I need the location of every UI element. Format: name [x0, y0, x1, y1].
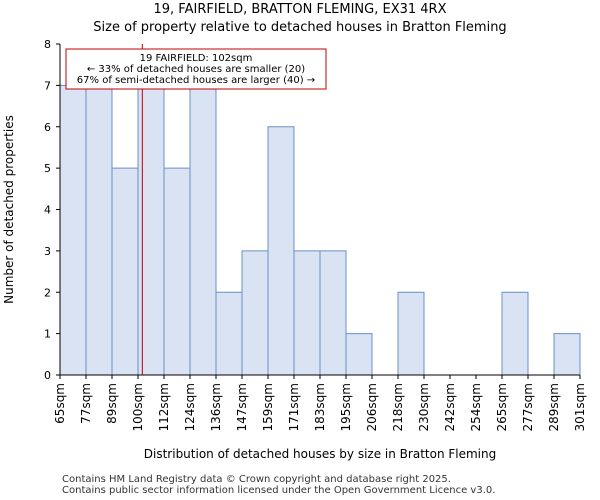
- y-tick-label: 5: [44, 162, 51, 175]
- x-tick-label: 136sqm: [209, 383, 223, 431]
- y-tick-label: 4: [44, 204, 51, 217]
- bar-124sqm: [189, 84, 217, 376]
- annotation-line-1: 19 FAIRFIELD: 102sqm: [140, 53, 253, 64]
- x-tick-label: 112sqm: [157, 383, 171, 431]
- annotation-box: 19 FAIRFIELD: 102sqm ← 33% of detached h…: [65, 48, 327, 90]
- y-tick-label: 1: [44, 328, 51, 341]
- bar-136sqm: [215, 291, 243, 376]
- bar-171sqm: [293, 250, 321, 376]
- bar-147sqm: [241, 250, 269, 376]
- bar-289sqm: [553, 333, 581, 376]
- y-tick-label: 3: [44, 245, 51, 258]
- y-tick-label: 2: [44, 286, 51, 299]
- bar-65sqm: [59, 84, 87, 376]
- bar-77sqm: [85, 84, 113, 376]
- x-tick-label: 206sqm: [365, 383, 379, 431]
- bar-159sqm: [267, 126, 295, 376]
- chart-title: 19, FAIRFIELD, BRATTON FLEMING, EX31 4RX: [153, 2, 447, 17]
- x-tick-label: 124sqm: [183, 383, 197, 431]
- bar-112sqm: [163, 167, 191, 376]
- x-tick-label: 301sqm: [573, 383, 587, 431]
- x-tick-labels: 65sqm 77sqm 89sqm 100sqm 112sqm 124sqm 136sqm 1…: [53, 375, 587, 431]
- bar-218sqm: [397, 291, 425, 376]
- x-tick-label: 183sqm: [313, 383, 327, 431]
- footer-line-1: Contains HM Land Registry data © Crown c…: [62, 474, 451, 485]
- annotation-border: [65, 48, 327, 90]
- chart-subtitle: Size of property relative to detached ho…: [93, 20, 507, 35]
- annotation-line-2: ← 33% of detached houses are smaller (20…: [87, 64, 305, 75]
- bar-265sqm: [501, 291, 529, 376]
- bar-89sqm: [111, 167, 139, 376]
- x-tick-label: 65sqm: [53, 383, 67, 424]
- x-tick-label: 289sqm: [547, 383, 561, 431]
- y-tick-labels: 0 1 2 3 4 5 6 7 8: [44, 38, 60, 382]
- x-tick-label: 277sqm: [521, 383, 535, 431]
- x-tick-label: 254sqm: [469, 383, 483, 431]
- x-tick-label: 89sqm: [105, 383, 119, 424]
- x-tick-label: 100sqm: [131, 383, 145, 431]
- x-tick-label: 242sqm: [443, 383, 457, 431]
- bars-group: [59, 84, 581, 376]
- y-axis-label: Number of detached properties: [2, 115, 16, 304]
- y-tick-label: 0: [44, 369, 51, 382]
- footer-line-2: Contains public sector information licen…: [62, 485, 496, 496]
- x-tick-label: 147sqm: [235, 383, 249, 431]
- x-tick-label: 265sqm: [495, 383, 509, 431]
- x-axis-label: Distribution of detached houses by size …: [144, 447, 496, 461]
- x-tick-label: 195sqm: [339, 383, 353, 431]
- x-tick-label: 230sqm: [417, 383, 431, 431]
- x-tick-label: 159sqm: [261, 383, 275, 431]
- y-tick-label: 6: [44, 121, 51, 134]
- bar-195sqm: [345, 333, 373, 376]
- y-tick-label: 8: [44, 38, 51, 51]
- x-tick-label: 171sqm: [287, 383, 301, 431]
- bar-183sqm: [319, 250, 347, 376]
- annotation-line-3: 67% of semi-detached houses are larger (…: [77, 75, 315, 86]
- y-tick-label: 7: [44, 79, 51, 92]
- x-tick-label: 218sqm: [391, 383, 405, 431]
- x-tick-label: 77sqm: [79, 383, 93, 424]
